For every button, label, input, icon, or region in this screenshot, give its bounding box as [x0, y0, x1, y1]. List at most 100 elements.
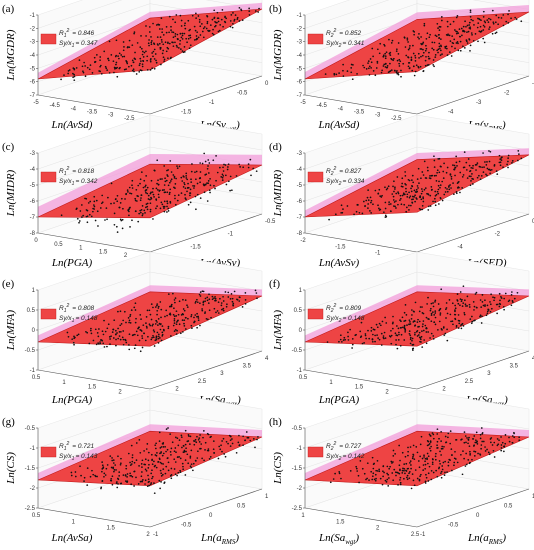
data-point: [427, 479, 430, 482]
data-point: [480, 30, 483, 32]
data-point: [366, 461, 369, 464]
data-point: [496, 444, 499, 446]
data-point: [163, 164, 166, 167]
data-point: [199, 170, 202, 173]
data-point: [232, 304, 235, 307]
data-point: [463, 30, 466, 33]
data-point: [134, 302, 137, 305]
data-point: [420, 36, 422, 38]
data-point: [195, 12, 197, 15]
data-point: [154, 306, 157, 308]
data-point: [238, 296, 241, 298]
data-point: [424, 479, 427, 482]
data-point: [142, 212, 144, 215]
data-point: [140, 462, 143, 465]
data-point: [418, 331, 421, 334]
data-point: [167, 47, 170, 50]
data-point: [498, 305, 501, 308]
data-point: [140, 47, 143, 50]
data-point: [436, 446, 438, 449]
data-point: [110, 477, 113, 480]
data-point: [173, 318, 176, 320]
data-point: [418, 33, 420, 35]
z-tick-label: 0: [299, 328, 303, 334]
data-point: [126, 62, 129, 65]
data-point: [394, 470, 397, 473]
data-point: [197, 319, 200, 322]
data-point: [73, 75, 76, 78]
data-point: [218, 445, 221, 447]
data-point: [101, 470, 103, 473]
data-point: [429, 337, 431, 339]
data-point: [465, 161, 468, 163]
data-point: [412, 479, 415, 481]
data-point: [436, 427, 439, 430]
data-point: [151, 67, 154, 70]
data-point: [193, 439, 196, 442]
data-point: [158, 42, 161, 45]
legend-se-value: = 0.341: [342, 40, 364, 47]
data-point: [432, 305, 435, 308]
data-point: [431, 460, 434, 463]
data-point: [181, 446, 183, 448]
data-points: [326, 285, 519, 352]
data-point: [219, 297, 221, 300]
data-point: [158, 439, 161, 442]
legend-r2-pow: 2: [332, 28, 336, 34]
data-point: [439, 165, 442, 167]
data-point: [456, 293, 459, 295]
data-point: [141, 53, 144, 56]
data-point: [116, 66, 118, 69]
data-point: [80, 474, 82, 476]
data-point: [147, 42, 150, 45]
data-point: [436, 168, 439, 171]
data-point: [147, 458, 150, 461]
data-point: [107, 59, 110, 62]
data-point: [197, 36, 200, 39]
data-point: [438, 33, 440, 36]
data-point: [180, 176, 183, 178]
legend-r2-pow: 2: [332, 303, 336, 309]
data-point: [229, 444, 232, 447]
data-point: [130, 444, 133, 446]
data-point: [436, 440, 439, 443]
y-tick-label: -0.5: [265, 219, 276, 225]
data-point: [405, 54, 408, 57]
data-point: [111, 331, 114, 333]
data-point: [184, 443, 187, 445]
data-point: [508, 436, 510, 438]
data-point: [227, 162, 230, 165]
y-axis-title-sub: RMS: [488, 538, 503, 546]
data-point: [502, 14, 505, 16]
data-point: [481, 440, 484, 442]
data-point: [458, 322, 461, 325]
data-point: [128, 65, 130, 68]
data-point: [465, 168, 468, 171]
data-point: [486, 160, 488, 163]
data-point: [167, 325, 170, 328]
legend-r2: R22 = 0.727: [326, 441, 362, 452]
data-point: [98, 343, 100, 345]
data-point: [450, 447, 453, 450]
data-point: [442, 170, 445, 172]
data-point: [225, 17, 228, 20]
data-point: [131, 59, 134, 62]
z-tick-label: -1: [30, 368, 36, 374]
data-point: [503, 297, 506, 300]
data-point: [113, 66, 116, 69]
x-axis: [304, 94, 418, 115]
data-point: [220, 443, 222, 446]
data-point: [517, 159, 519, 161]
data-point: [202, 27, 205, 30]
data-point: [221, 178, 224, 181]
data-point: [201, 30, 204, 33]
data-point: [355, 210, 358, 213]
data-point: [119, 201, 122, 204]
data-point: [450, 175, 453, 178]
data-point: [208, 188, 211, 191]
data-point: [359, 336, 362, 339]
data-point: [424, 457, 427, 460]
data-point: [133, 333, 136, 336]
data-point: [372, 328, 375, 331]
